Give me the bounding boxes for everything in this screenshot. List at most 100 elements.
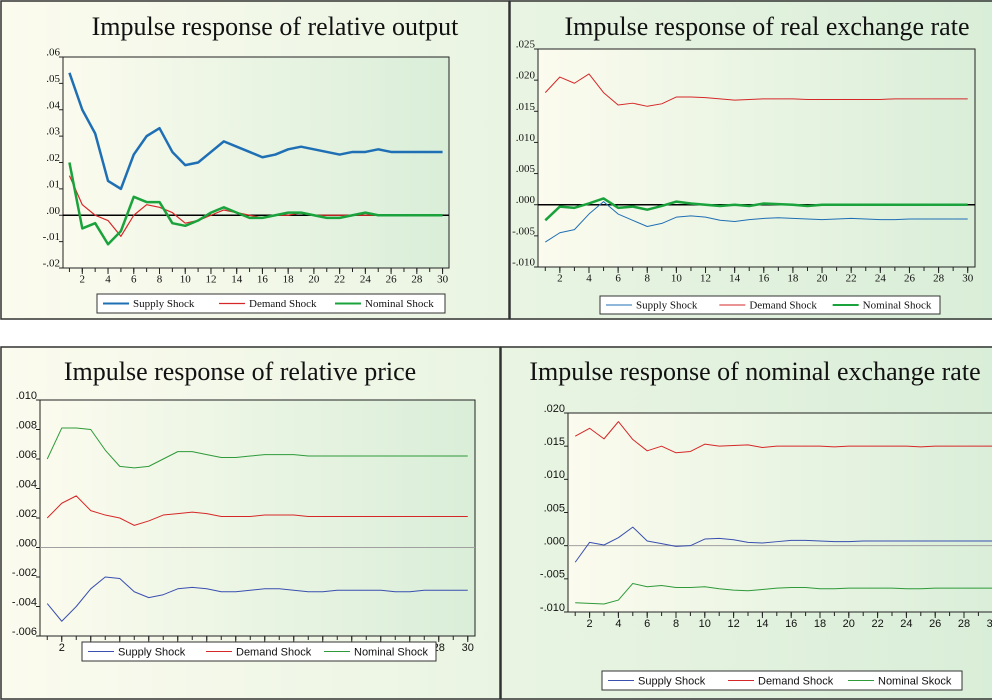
x-tick-label: 12	[727, 618, 739, 630]
y-tick-label: .005	[516, 163, 536, 175]
y-tick-label: -.02	[43, 258, 60, 270]
y-tick-label: .03	[46, 126, 60, 138]
series-line	[68, 162, 443, 246]
legend-label: Demand Shock	[236, 646, 312, 658]
x-tick-label: 8	[673, 618, 679, 630]
x-tick-label: 20	[843, 618, 855, 630]
y-tick-label: .015	[516, 101, 536, 113]
x-tick-label: 28	[411, 274, 423, 286]
x-tick-label: 8	[645, 273, 651, 285]
x-tick-label: 12	[205, 274, 216, 286]
series-line	[574, 526, 992, 563]
x-tick-label: 22	[846, 273, 857, 285]
y-tick-label: -.005	[512, 225, 535, 237]
series-line	[574, 421, 992, 454]
x-tick-label: 2	[587, 618, 593, 630]
y-tick-label: .000	[16, 537, 37, 549]
x-tick-label: 16	[257, 274, 269, 286]
series-line	[545, 201, 968, 243]
x-tick-label: 10	[180, 274, 192, 286]
x-tick-label: 30	[437, 274, 449, 286]
legend-label: Demand Shock	[749, 300, 817, 312]
panel-border	[0, 346, 501, 700]
y-tick-label: .002	[16, 508, 37, 520]
panel-border	[0, 0, 510, 320]
x-tick-label: 6	[615, 273, 621, 285]
y-tick-label: .006	[16, 449, 37, 461]
panel: Impulse response of relative output -.02 -…	[0, 0, 510, 320]
legend-label: Nominal Shock	[365, 298, 434, 310]
plot-area	[62, 56, 450, 269]
series-line	[46, 576, 468, 622]
y-tick-label: .06	[46, 47, 60, 59]
legend-box	[81, 641, 437, 662]
legend-label: Supply Shock	[118, 646, 186, 658]
y-tick-label: -.010	[540, 602, 565, 614]
x-tick-label: 4	[615, 618, 621, 630]
plot-area	[567, 412, 992, 613]
legend-label: Demand Shock	[758, 675, 834, 687]
panel: Impulse response of relative price -.006 -…	[0, 346, 501, 700]
x-tick-label: 22	[334, 274, 345, 286]
x-tick-label: 30	[462, 642, 474, 654]
x-tick-label: 28	[933, 273, 945, 285]
x-tick-label: 30	[962, 273, 974, 285]
legend-label: Supply Shock	[133, 298, 195, 310]
chart-title: Impulse response of nominal exchange rat…	[529, 357, 980, 386]
y-tick-label: .008	[16, 419, 37, 431]
series-line	[68, 72, 443, 191]
y-tick-label: .010	[16, 390, 37, 402]
y-tick-label: .04	[46, 99, 60, 111]
x-tick-label: 26	[904, 273, 916, 285]
y-tick-label: -.01	[43, 231, 60, 243]
legend-label: Demand Shock	[249, 298, 317, 310]
y-tick-label: -.002	[12, 567, 37, 579]
x-tick-label: 10	[699, 618, 711, 630]
y-tick-label: .020	[516, 70, 536, 82]
x-tick-label: 24	[900, 618, 912, 630]
panel-border	[500, 346, 992, 700]
x-tick-label: 14	[729, 273, 741, 285]
y-tick-label: -.004	[12, 596, 37, 608]
y-tick-label: .000	[544, 536, 565, 548]
plot-area	[537, 48, 976, 268]
x-tick-label: 16	[785, 618, 797, 630]
series-line	[544, 197, 968, 222]
chart-title: Impulse response of relative price	[64, 357, 416, 386]
legend-box	[96, 293, 446, 314]
y-tick-label: .005	[544, 502, 565, 514]
chart-title: Impulse response of relative output	[92, 12, 460, 41]
x-tick-label: 20	[308, 274, 320, 286]
x-tick-label: 2	[557, 273, 563, 285]
y-tick-label: .025	[516, 39, 536, 51]
x-tick-label: 12	[700, 273, 711, 285]
legend-label: Nominal Skock	[878, 675, 952, 687]
y-tick-label: .015	[544, 436, 565, 448]
y-tick-label: -.005	[540, 569, 565, 581]
y-tick-label: .010	[516, 132, 536, 144]
legend-box	[599, 295, 941, 315]
x-tick-label: 26	[929, 618, 941, 630]
x-tick-label: 18	[814, 618, 826, 630]
series-line	[46, 495, 468, 526]
x-tick-label: 2	[80, 274, 86, 286]
y-tick-label: .00	[46, 205, 60, 217]
x-tick-label: 10	[671, 273, 683, 285]
legend-label: Supply Shock	[638, 675, 706, 687]
legend-label: Nominal Shock	[354, 646, 428, 658]
legend-box	[601, 670, 963, 691]
legend-label: Supply Shock	[636, 300, 698, 312]
y-tick-label: .02	[46, 152, 60, 164]
x-tick-label: 30	[987, 618, 992, 630]
x-tick-label: 4	[586, 273, 592, 285]
x-tick-label: 6	[644, 618, 650, 630]
x-tick-label: 14	[231, 274, 243, 286]
x-tick-label: 24	[875, 273, 887, 285]
y-tick-label: .020	[544, 403, 565, 415]
x-tick-label: 26	[386, 274, 398, 286]
x-tick-label: 6	[131, 274, 137, 286]
y-tick-label: .01	[46, 178, 60, 190]
x-tick-label: 28	[958, 618, 970, 630]
x-tick-label: 8	[157, 274, 163, 286]
